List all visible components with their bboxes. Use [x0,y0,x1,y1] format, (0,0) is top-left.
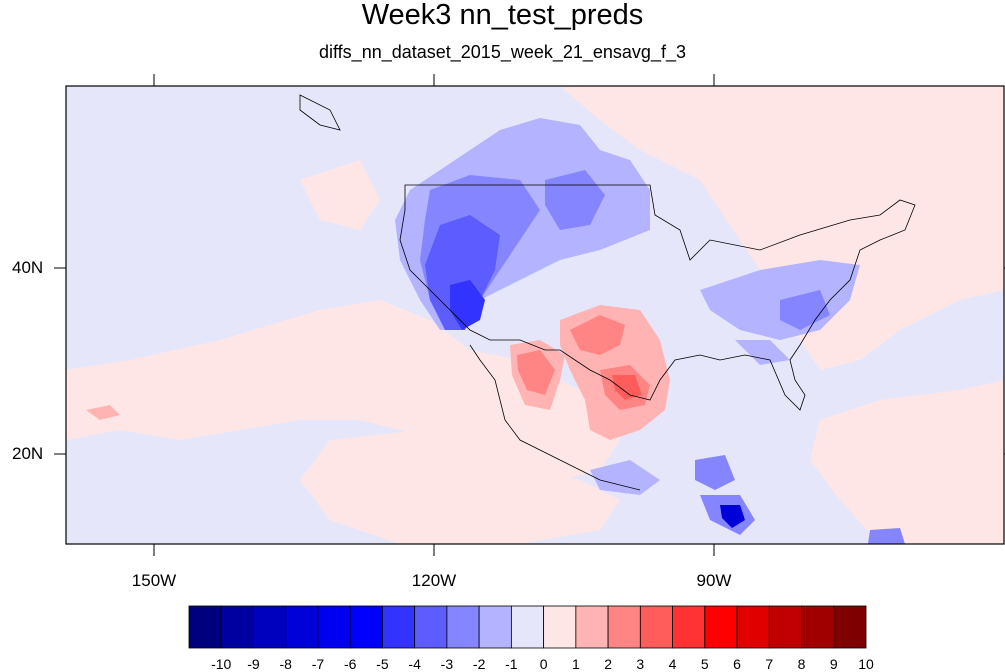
colorbar-label: -10 [211,656,232,672]
colorbar-swatch [736,605,770,649]
colorbar-label: 10 [858,656,874,672]
colorbar-label: -6 [343,656,357,672]
colorbar-swatch [253,605,287,649]
colorbar-label: -2 [472,656,486,672]
colorbar-swatch [833,605,867,649]
colorbar-swatch [382,605,416,649]
lat-label-20n: 20N [12,444,44,463]
colorbar-label: 2 [604,656,612,672]
colorbar-swatch [285,605,319,649]
colorbar-label: 4 [668,656,677,672]
colorbar-swatch [801,605,835,649]
colorbar-label: 7 [765,656,774,672]
colorbar-label: -4 [408,656,421,672]
colorbar-swatch [478,605,512,649]
colorbar-swatch [510,605,545,649]
colorbar-label: 8 [797,656,806,672]
colorbar-label: -5 [376,656,389,672]
map-title: Week3 nn_test_preds [361,0,644,31]
colorbar-label: 9 [829,656,838,672]
colorbar-label: -3 [440,656,454,672]
colorbar-swatch [188,605,222,649]
colorbar-label: -1 [505,656,518,672]
lon-label-120w: 120W [411,571,457,590]
lat-label-40n: 40N [12,258,44,277]
colorbar-label: -8 [279,656,292,672]
colorbar-swatch [575,605,609,649]
colorbar-label: 0 [539,656,548,672]
colorbar-swatch [414,605,448,649]
coastline-layer [299,94,916,491]
colorbar-swatch [446,605,480,649]
colorbar-label: 1 [571,656,580,672]
colorbar-swatch [704,605,738,649]
colorbar-label: 5 [700,656,709,672]
colorbar-swatch [639,605,673,649]
lon-label-150w: 150W [131,571,177,590]
colorbar-swatch [607,605,641,649]
colorbar-swatch [768,605,802,649]
map-frame [65,85,1005,545]
colorbar-swatch [672,605,706,649]
colorbar-label: -9 [247,656,260,672]
colorbar-label: -7 [311,656,325,672]
lon-label-90w: 90W [696,571,732,590]
tick-marks [54,74,1005,556]
colorbar-swatch [317,605,351,649]
colorbar-label: 3 [636,656,645,672]
colorbar-swatch [220,605,254,649]
colorbar-swatch [349,605,383,649]
colorbar-label: 6 [733,656,741,672]
colorbar-swatch [543,605,577,649]
map-subtitle: diffs_nn_dataset_2015_week_21_ensavg_f_3 [319,42,686,62]
